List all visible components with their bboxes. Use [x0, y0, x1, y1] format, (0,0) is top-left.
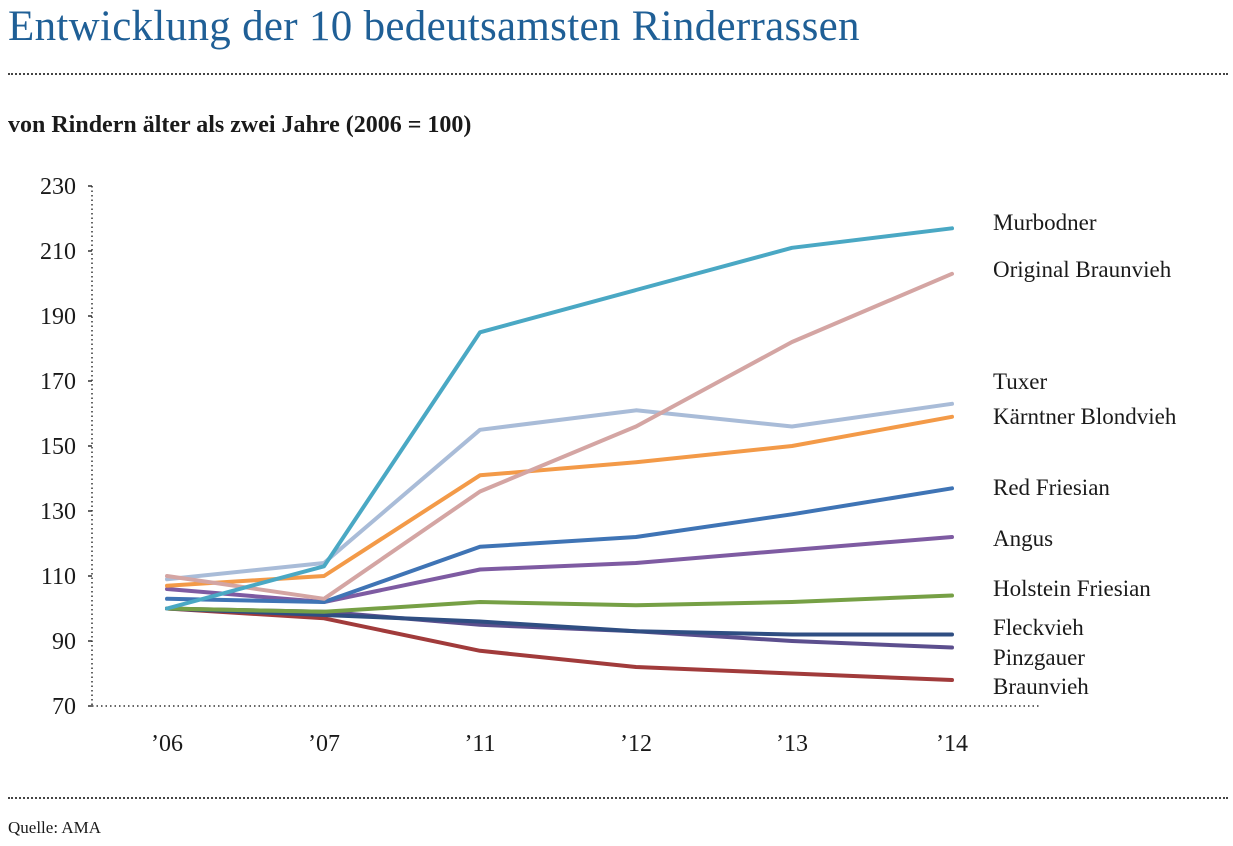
- x-tick-label: ’07: [308, 731, 340, 757]
- series-label-braunvieh: Braunvieh: [993, 674, 1089, 699]
- y-tick-label: 110: [41, 564, 76, 590]
- series-label-fleckvieh: Fleckvieh: [993, 615, 1084, 640]
- series-label-red-friesian: Red Friesian: [993, 475, 1110, 500]
- series-line-fleckvieh: [165, 606, 954, 637]
- chart-axes: 70 90 110 130 150 170 190 210 230 ’06 ’07 ’11 ’12 ’13…: [40, 174, 1040, 757]
- series-line-original-braunvieh: [165, 271, 954, 601]
- series-line-kärntner-blondvieh: [165, 414, 954, 588]
- y-tick-label: 210: [40, 239, 76, 265]
- chart-title: Entwicklung der 10 bedeutsamsten Rinderr…: [8, 3, 860, 50]
- y-tick-label: 70: [52, 694, 76, 720]
- bottom-divider: [8, 797, 1228, 799]
- y-tick-label: 150: [40, 434, 76, 460]
- series-labels: Murbodner Original Braunvieh Tuxer Kärntner…: [993, 210, 1177, 699]
- series-line-holstein-friesian: [165, 593, 954, 614]
- series-label-kärntner-blondvieh: Kärntner Blondvieh: [993, 404, 1177, 429]
- source-note: Quelle: AMA: [8, 818, 102, 837]
- chart-subtitle: von Rindern älter als zwei Jahre (2006 =…: [8, 112, 472, 138]
- series-label-angus: Angus: [993, 526, 1053, 551]
- x-tick-label: ’11: [464, 731, 495, 757]
- series-line-braunvieh: [165, 606, 954, 682]
- y-tick-label: 170: [40, 369, 76, 395]
- top-divider: [8, 73, 1228, 75]
- y-tick-label: 230: [40, 174, 76, 200]
- x-tick-label: ’06: [151, 731, 183, 757]
- x-tick-label: ’12: [620, 731, 652, 757]
- y-tick-label: 90: [52, 629, 76, 655]
- chart-series: [165, 226, 954, 682]
- y-tick-label: 190: [40, 304, 76, 330]
- x-tick-label: ’14: [936, 731, 968, 757]
- series-label-holstein-friesian: Holstein Friesian: [993, 576, 1151, 601]
- series-line-tuxer: [165, 401, 954, 582]
- series-line-murbodner: [165, 226, 954, 611]
- series-label-tuxer: Tuxer: [993, 369, 1047, 394]
- series-line-red-friesian: [165, 486, 954, 604]
- series-label-pinzgauer: Pinzgauer: [993, 645, 1085, 670]
- series-label-original-braunvieh: Original Braunvieh: [993, 257, 1172, 282]
- x-tick-label: ’13: [776, 731, 808, 757]
- y-tick-label: 130: [40, 499, 76, 525]
- series-label-murbodner: Murbodner: [993, 210, 1097, 235]
